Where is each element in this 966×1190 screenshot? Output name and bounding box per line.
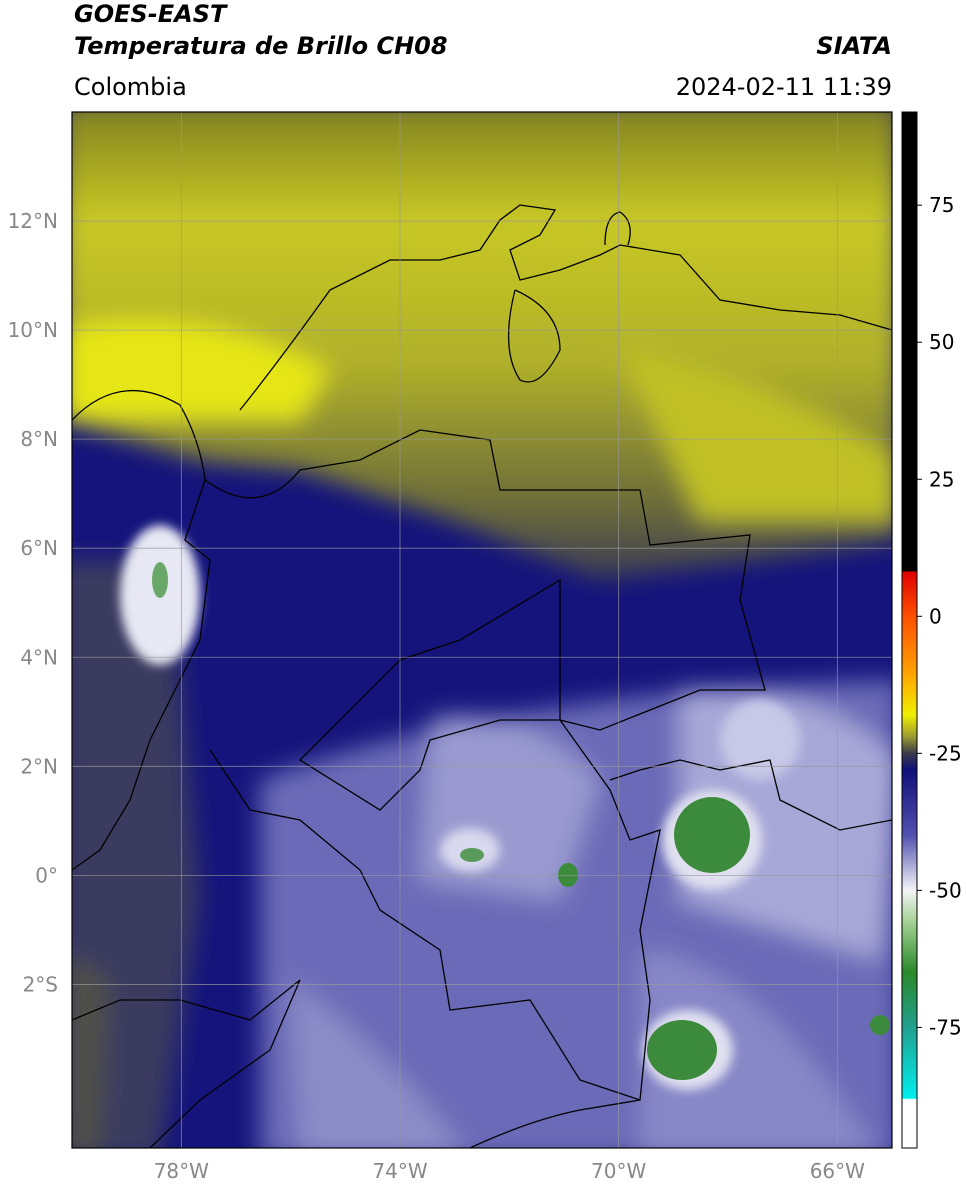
satellite: GOES-EAST [74,0,228,28]
colorbar-tick-label: -50 [929,878,962,902]
y-tick-label: 10°N [8,318,58,342]
map-frame [71,111,893,1149]
x-tick-label: 70°W [591,1159,646,1183]
y-tick-label: 8°N [20,427,58,451]
y-tick-label: 6°N [20,536,58,560]
satellite-image [72,112,892,1148]
y-tick-label: 0° [35,863,58,887]
y-tick-label: 12°N [8,209,58,233]
product: Temperatura de Brillo CH08 [74,32,448,60]
colorbar-tick-label: -75 [929,1015,962,1039]
colorbar-tick-label: 50 [929,330,954,354]
x-tick-label: 66°W [810,1159,865,1183]
y-tick-label: 2°N [20,754,58,778]
x-tick-label: 74°W [372,1159,427,1183]
ticks: 78°W 74°W 70°W 66°W 12°N 10°N 8°N 6°N 4°N 2°N 0° 2°… [8,193,962,1183]
grid [72,112,892,1148]
colorbar [901,111,918,1149]
colorbar-tick-label: -25 [929,741,962,765]
colorbar-tick-label: 25 [929,467,954,491]
y-tick-label: 4°N [20,645,58,669]
y-tick-label: 2°S [23,972,58,996]
colorbar-tick-label: 75 [929,193,954,217]
region: Colombia [74,73,187,101]
colorbar-tick-label: 0 [929,604,942,628]
x-tick-label: 78°W [154,1159,209,1183]
datetime: 2024-02-11 11:39 [676,73,892,101]
source: SIATA [816,32,892,60]
